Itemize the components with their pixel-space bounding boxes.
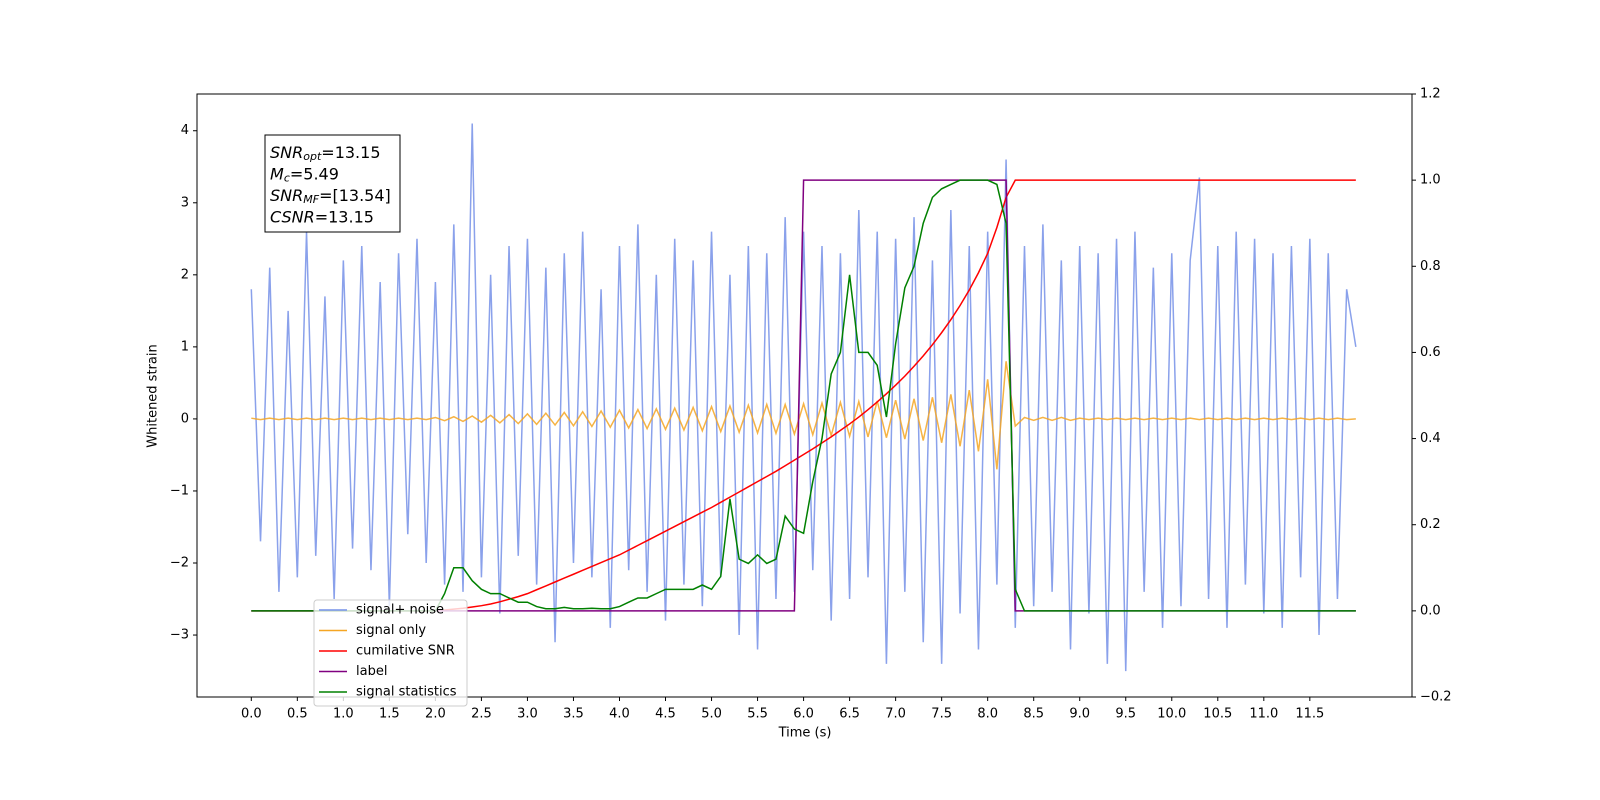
annotation-subscript: MF [303, 193, 319, 206]
legend-label: cumilative SNR [356, 644, 455, 659]
annotation-text: =[13.54] [319, 186, 391, 205]
y-tick-label: 1 [181, 339, 189, 354]
x-tick-label: 10.0 [1157, 707, 1186, 722]
y-tick-label: −3 [170, 628, 189, 643]
y-tick-label: 2 [181, 267, 189, 282]
legend-label: signal only [356, 623, 426, 638]
annotation: SNRMF=[13.54] [270, 186, 391, 207]
annotation-symbol: SNR [270, 143, 303, 162]
legend-box [313, 599, 468, 707]
x-tick-label: 4.5 [655, 707, 676, 722]
x-tick-label: 11.5 [1295, 707, 1324, 722]
y2-tick-label: 0.4 [1420, 431, 1441, 446]
x-tick-label: 5.5 [747, 707, 768, 722]
x-tick-label: 8.0 [977, 707, 998, 722]
y2-tick-label: 1.0 [1420, 173, 1441, 188]
x-tick-label: 0.5 [287, 707, 308, 722]
y-tick-label: 3 [181, 195, 189, 210]
plot-frame [196, 93, 1413, 698]
x-axis-label: Time (s) [778, 726, 832, 741]
annotation: CSNR=13.15 [270, 207, 374, 226]
annotation-box [264, 134, 401, 233]
x-tick-label: 7.0 [885, 707, 906, 722]
x-tick-label: 3.0 [517, 707, 538, 722]
y-tick-label: 0 [181, 411, 189, 426]
x-tick-label: 1.5 [379, 707, 400, 722]
x-tick-label: 6.5 [839, 707, 860, 722]
annotation-subscript: c [284, 172, 290, 185]
x-tick-label: 0.0 [241, 707, 262, 722]
annotation-text: =13.15 [315, 207, 374, 226]
y2-tick-label: 0.2 [1420, 517, 1441, 532]
y2-tick-label: 0.8 [1420, 259, 1441, 274]
y2-tick-label: 0.6 [1420, 345, 1441, 360]
x-tick-label: 9.0 [1069, 707, 1090, 722]
x-tick-label: 7.5 [931, 707, 952, 722]
annotation: SNRopt=13.15 [270, 143, 381, 164]
x-tick-label: 8.5 [1023, 707, 1044, 722]
y-tick-label: −1 [170, 483, 189, 498]
x-tick-label: 2.0 [425, 707, 446, 722]
x-tick-label: 5.0 [701, 707, 722, 722]
x-tick-label: 9.5 [1115, 707, 1136, 722]
annotation-symbol: SNR [270, 186, 303, 205]
legend-label: signal+ noise [356, 603, 444, 618]
annotation-symbol: M [270, 164, 284, 183]
annotation-symbol: CSNR [270, 207, 315, 226]
y2-tick-label: 0.0 [1420, 603, 1441, 618]
series-line [251, 361, 1356, 470]
annotation-text: =13.15 [321, 143, 380, 162]
y2-tick-label: −0.2 [1420, 690, 1452, 705]
legend-label: label [356, 664, 387, 679]
legend-label: signal statistics [356, 685, 457, 700]
y-tick-label: −2 [170, 556, 189, 571]
annotation: Mc=5.49 [270, 164, 339, 185]
y-tick-label: 4 [181, 123, 189, 138]
x-tick-label: 11.0 [1249, 707, 1278, 722]
x-tick-label: 6.0 [793, 707, 814, 722]
annotation-text: =5.49 [290, 164, 339, 183]
annotation-subscript: opt [303, 150, 322, 163]
x-tick-label: 1.0 [333, 707, 354, 722]
series-line [250, 123, 1357, 672]
x-tick-label: 4.0 [609, 707, 630, 722]
x-tick-label: 3.5 [563, 707, 584, 722]
y-axis-label: Whitened strain [146, 344, 161, 447]
x-tick-label: 10.5 [1203, 707, 1232, 722]
y2-tick-label: 1.2 [1420, 87, 1441, 102]
x-tick-label: 2.5 [471, 707, 492, 722]
